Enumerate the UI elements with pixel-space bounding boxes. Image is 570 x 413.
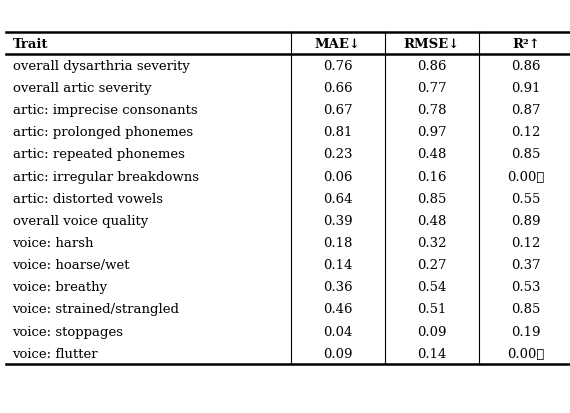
Text: voice: flutter: voice: flutter	[13, 347, 98, 360]
Text: 0.18: 0.18	[323, 237, 352, 249]
Text: 0.54: 0.54	[417, 281, 446, 294]
Text: artic: irregular breakdowns: artic: irregular breakdowns	[13, 170, 198, 183]
Text: 0.85: 0.85	[511, 303, 540, 316]
Text: 0.12: 0.12	[511, 126, 540, 139]
Text: overall artic severity: overall artic severity	[13, 82, 151, 95]
Text: 0.14: 0.14	[323, 259, 352, 271]
Text: voice: strained/strangled: voice: strained/strangled	[13, 303, 180, 316]
Text: 0.53: 0.53	[511, 281, 540, 294]
Text: artic: repeated phonemes: artic: repeated phonemes	[13, 148, 185, 161]
Text: 0.48: 0.48	[417, 148, 446, 161]
Text: 0.51: 0.51	[417, 303, 446, 316]
Text: 0.66: 0.66	[323, 82, 352, 95]
Text: MAE↓: MAE↓	[315, 38, 361, 50]
Text: 0.89: 0.89	[511, 214, 540, 227]
Text: 0.64: 0.64	[323, 192, 352, 205]
Text: RMSE↓: RMSE↓	[404, 38, 460, 50]
Text: 0.04: 0.04	[323, 325, 352, 338]
Text: 0.85: 0.85	[511, 148, 540, 161]
Text: artic: distorted vowels: artic: distorted vowels	[13, 192, 162, 205]
Text: 0.16: 0.16	[417, 170, 446, 183]
Text: R²↑: R²↑	[512, 38, 540, 50]
Text: 0.86: 0.86	[417, 60, 446, 73]
Text: 0.00★: 0.00★	[507, 170, 544, 183]
Text: 0.36: 0.36	[323, 281, 352, 294]
Text: 0.78: 0.78	[417, 104, 446, 117]
Text: artic: prolonged phonemes: artic: prolonged phonemes	[13, 126, 193, 139]
Text: voice: harsh: voice: harsh	[13, 237, 94, 249]
Text: voice: hoarse/wet: voice: hoarse/wet	[13, 259, 130, 271]
Text: 0.39: 0.39	[323, 214, 352, 227]
Text: 0.14: 0.14	[417, 347, 446, 360]
Text: 0.09: 0.09	[417, 325, 446, 338]
Text: 0.85: 0.85	[417, 192, 446, 205]
Text: 0.12: 0.12	[511, 237, 540, 249]
Text: 0.06: 0.06	[323, 170, 352, 183]
Text: 0.67: 0.67	[323, 104, 352, 117]
Text: 0.46: 0.46	[323, 303, 352, 316]
Text: 0.77: 0.77	[417, 82, 446, 95]
Text: 0.91: 0.91	[511, 82, 540, 95]
Text: 0.32: 0.32	[417, 237, 446, 249]
Text: artic: imprecise consonants: artic: imprecise consonants	[13, 104, 197, 117]
Text: 0.09: 0.09	[323, 347, 352, 360]
Text: voice: breathy: voice: breathy	[13, 281, 108, 294]
Text: 0.97: 0.97	[417, 126, 446, 139]
Text: overall voice quality: overall voice quality	[13, 214, 148, 227]
Text: 0.23: 0.23	[323, 148, 352, 161]
Text: 0.81: 0.81	[323, 126, 352, 139]
Text: 0.86: 0.86	[511, 60, 540, 73]
Text: 0.27: 0.27	[417, 259, 446, 271]
Text: 0.48: 0.48	[417, 214, 446, 227]
Text: 0.00★: 0.00★	[507, 347, 544, 360]
Text: 0.87: 0.87	[511, 104, 540, 117]
Text: voice: stoppages: voice: stoppages	[13, 325, 124, 338]
Text: 0.76: 0.76	[323, 60, 352, 73]
Text: 0.37: 0.37	[511, 259, 540, 271]
Text: 0.55: 0.55	[511, 192, 540, 205]
Text: overall dysarthria severity: overall dysarthria severity	[13, 60, 189, 73]
Text: 0.19: 0.19	[511, 325, 540, 338]
Text: Trait: Trait	[13, 38, 48, 50]
